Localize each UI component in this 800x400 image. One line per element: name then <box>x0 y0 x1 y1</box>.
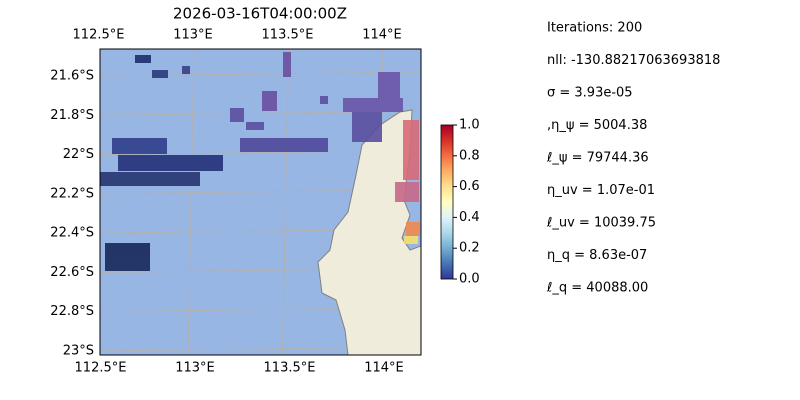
lat-tick-label: 23°S <box>63 343 94 358</box>
stat-line: ℓ_q = 40088.00 <box>546 281 648 296</box>
stat-line: Iterations: 200 <box>547 21 642 36</box>
lon-tick-label-bottom: 113.5°E <box>264 361 316 376</box>
stat-line: ℓ_ψ = 79744.36 <box>546 151 649 166</box>
lon-tick-label-top: 113°E <box>173 28 213 43</box>
colorbar-tick-label: 0.8 <box>459 148 480 163</box>
lat-tick-label: 22.4°S <box>50 226 94 241</box>
colorbar-tick-label: 0.4 <box>459 210 480 225</box>
colorbar <box>440 124 454 280</box>
colorbar-tick-label: 0.2 <box>459 241 480 256</box>
colorbar-tick-label: 1.0 <box>459 118 480 133</box>
lat-tick-label: 21.6°S <box>50 69 94 84</box>
grid-line <box>187 49 195 355</box>
lon-tick-label-top: 113.5°E <box>262 28 314 43</box>
lat-tick-label: 22°S <box>63 147 94 162</box>
data-patches <box>100 52 420 271</box>
stat-line: η_uv = 1.07e-01 <box>547 183 655 198</box>
colorbar-tick-label: 0.6 <box>459 179 480 194</box>
stat-line: nll: -130.88217063693818 <box>547 53 720 68</box>
lon-tick-label-top: 112.5°E <box>73 28 125 43</box>
colorbar-tick-label: 0.0 <box>459 272 480 287</box>
lat-tick-label: 22.6°S <box>50 265 94 280</box>
lon-tick-label-bottom: 113°E <box>175 361 215 376</box>
lon-tick-label-bottom: 114°E <box>364 361 404 376</box>
map-title: 2026-03-16T04:00:00Z <box>173 5 347 23</box>
stat-line: ℓ_uv = 10039.75 <box>546 216 656 231</box>
lat-tick-label: 22.2°S <box>50 186 94 201</box>
lat-tick-label: 21.8°S <box>50 108 94 123</box>
stat-line: ,η_ψ = 5004.38 <box>547 118 647 133</box>
lon-tick-label-top: 114°E <box>362 28 402 43</box>
stat-line: η_q = 8.63e-07 <box>547 248 647 263</box>
grid-line <box>282 49 289 355</box>
lat-tick-label: 22.8°S <box>50 304 94 319</box>
grid-line <box>94 49 100 355</box>
lon-tick-label-bottom: 112.5°E <box>75 361 127 376</box>
map-area <box>94 49 421 355</box>
stat-line: σ = 3.93e-05 <box>547 86 633 101</box>
map-frame <box>99 48 422 356</box>
